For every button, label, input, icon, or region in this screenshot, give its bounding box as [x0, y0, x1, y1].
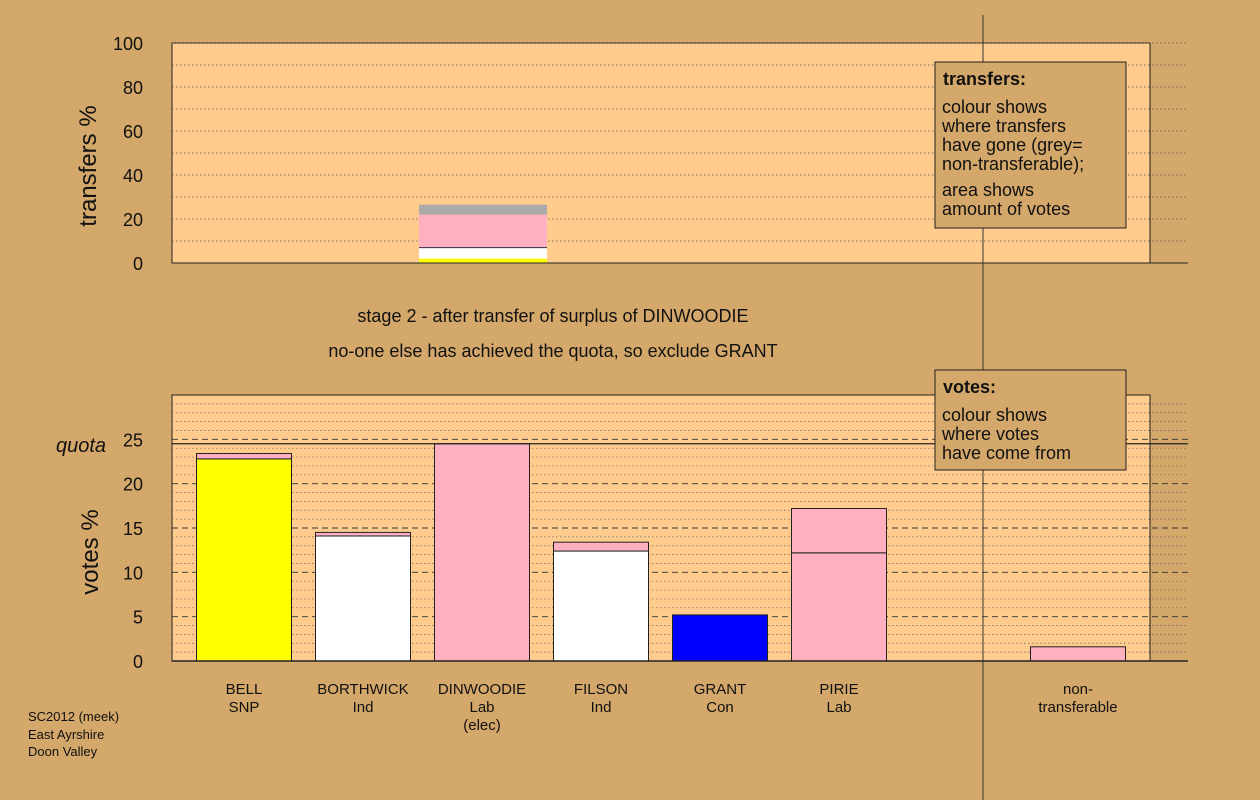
footnote-line: Doon Valley — [28, 744, 98, 759]
transfers-legend-line: non-transferable); — [942, 154, 1084, 174]
votes-legend-line: colour shows — [942, 405, 1047, 425]
votes-legend-line: where votes — [941, 424, 1039, 444]
candidate-party-label: SNP — [229, 699, 260, 716]
action-caption: no-one else has achieved the quota, so e… — [328, 341, 777, 361]
transfers-legend-title: transfers: — [943, 69, 1026, 89]
transfers-tick-label: 40 — [123, 166, 143, 186]
votes-bar-segment — [315, 531, 411, 537]
candidate-name-label: DINWOODIE — [438, 681, 526, 698]
candidate-name-label: non- — [1063, 681, 1093, 698]
votes-bars — [196, 443, 1126, 662]
votes-bar-segment — [315, 535, 411, 662]
candidate-party-label: Ind — [353, 699, 374, 716]
candidate-name-label: BORTHWICK — [317, 681, 408, 698]
votes-tick-label: 10 — [123, 563, 143, 583]
candidate-party-label: transferable — [1038, 699, 1117, 716]
transfers-legend-line: colour shows — [942, 97, 1047, 117]
votes-bar-segment — [553, 550, 649, 662]
transfers-bar-segment — [419, 247, 547, 259]
candidate-party-label: Ind — [591, 699, 612, 716]
transfers-tick-label: 80 — [123, 78, 143, 98]
transfers-bar-segment — [419, 214, 547, 248]
transfers-legend: transfers: colour shows where transfers … — [934, 61, 1127, 229]
candidate-name-label: PIRIE — [819, 681, 858, 698]
quota-label: quota — [56, 435, 106, 457]
votes-tick-label: 25 — [123, 430, 143, 450]
votes-y-ticks: 0 5 10 15 20 25 — [123, 430, 143, 672]
votes-bar-segment — [791, 552, 887, 662]
votes-category-labels: BELLSNPBORTHWICKIndDINWOODIELab(elec)FIL… — [226, 681, 1118, 734]
votes-tick-label: 15 — [123, 519, 143, 539]
transfers-tick-label: 100 — [113, 34, 143, 54]
transfers-legend-line: where transfers — [941, 116, 1066, 136]
candidate-party-label: Lab — [469, 699, 494, 716]
votes-tick-label: 20 — [123, 475, 143, 495]
votes-legend: votes: colour shows where votes have com… — [934, 369, 1127, 471]
candidate-party-label: Lab — [826, 699, 851, 716]
transfers-tick-label: 20 — [123, 210, 143, 230]
candidate-name-label: GRANT — [694, 681, 747, 698]
transfers-legend-box — [934, 61, 1127, 229]
transfers-tick-label: 60 — [123, 122, 143, 142]
transfers-bar-segment — [419, 204, 547, 215]
transfers-legend-line: have gone (grey= — [942, 135, 1083, 155]
candidate-party-label: Con — [706, 699, 734, 716]
votes-legend-box — [934, 369, 1127, 471]
votes-y-axis-label: votes % — [77, 509, 104, 594]
votes-bar-segment — [553, 541, 649, 552]
votes-bar-segment — [1030, 646, 1126, 662]
transfers-gridlines — [172, 42, 1188, 242]
transfers-y-axis-label: transfers % — [75, 105, 102, 226]
votes-legend-line: have come from — [942, 443, 1071, 463]
votes-bar-segment — [196, 458, 292, 662]
votes-tick-label: 5 — [133, 608, 143, 628]
candidate-name-label: BELL — [226, 681, 263, 698]
votes-bar-segment — [791, 507, 887, 554]
transfers-legend-line: amount of votes — [942, 199, 1070, 219]
votes-tick-label: 0 — [133, 652, 143, 672]
votes-bar-segment — [196, 453, 292, 460]
transfers-legend-line: area shows — [942, 180, 1034, 200]
candidate-name-label: FILSON — [574, 681, 628, 698]
votes-legend-title: votes: — [943, 377, 996, 397]
transfers-bar-segment — [419, 258, 547, 263]
transfers-bars — [419, 204, 547, 263]
votes-bar-segment — [672, 614, 768, 662]
footnote-line: SC2012 (meek) — [28, 709, 119, 724]
candidate-status-label: (elec) — [463, 717, 501, 734]
transfers-tick-label: 0 — [133, 254, 143, 274]
footnote-line: East Ayrshire — [28, 727, 104, 742]
stage-caption: stage 2 - after transfer of surplus of D… — [357, 306, 748, 326]
transfers-y-ticks: 0 20 40 60 80 100 — [113, 34, 143, 274]
votes-bar-segment — [434, 443, 530, 662]
